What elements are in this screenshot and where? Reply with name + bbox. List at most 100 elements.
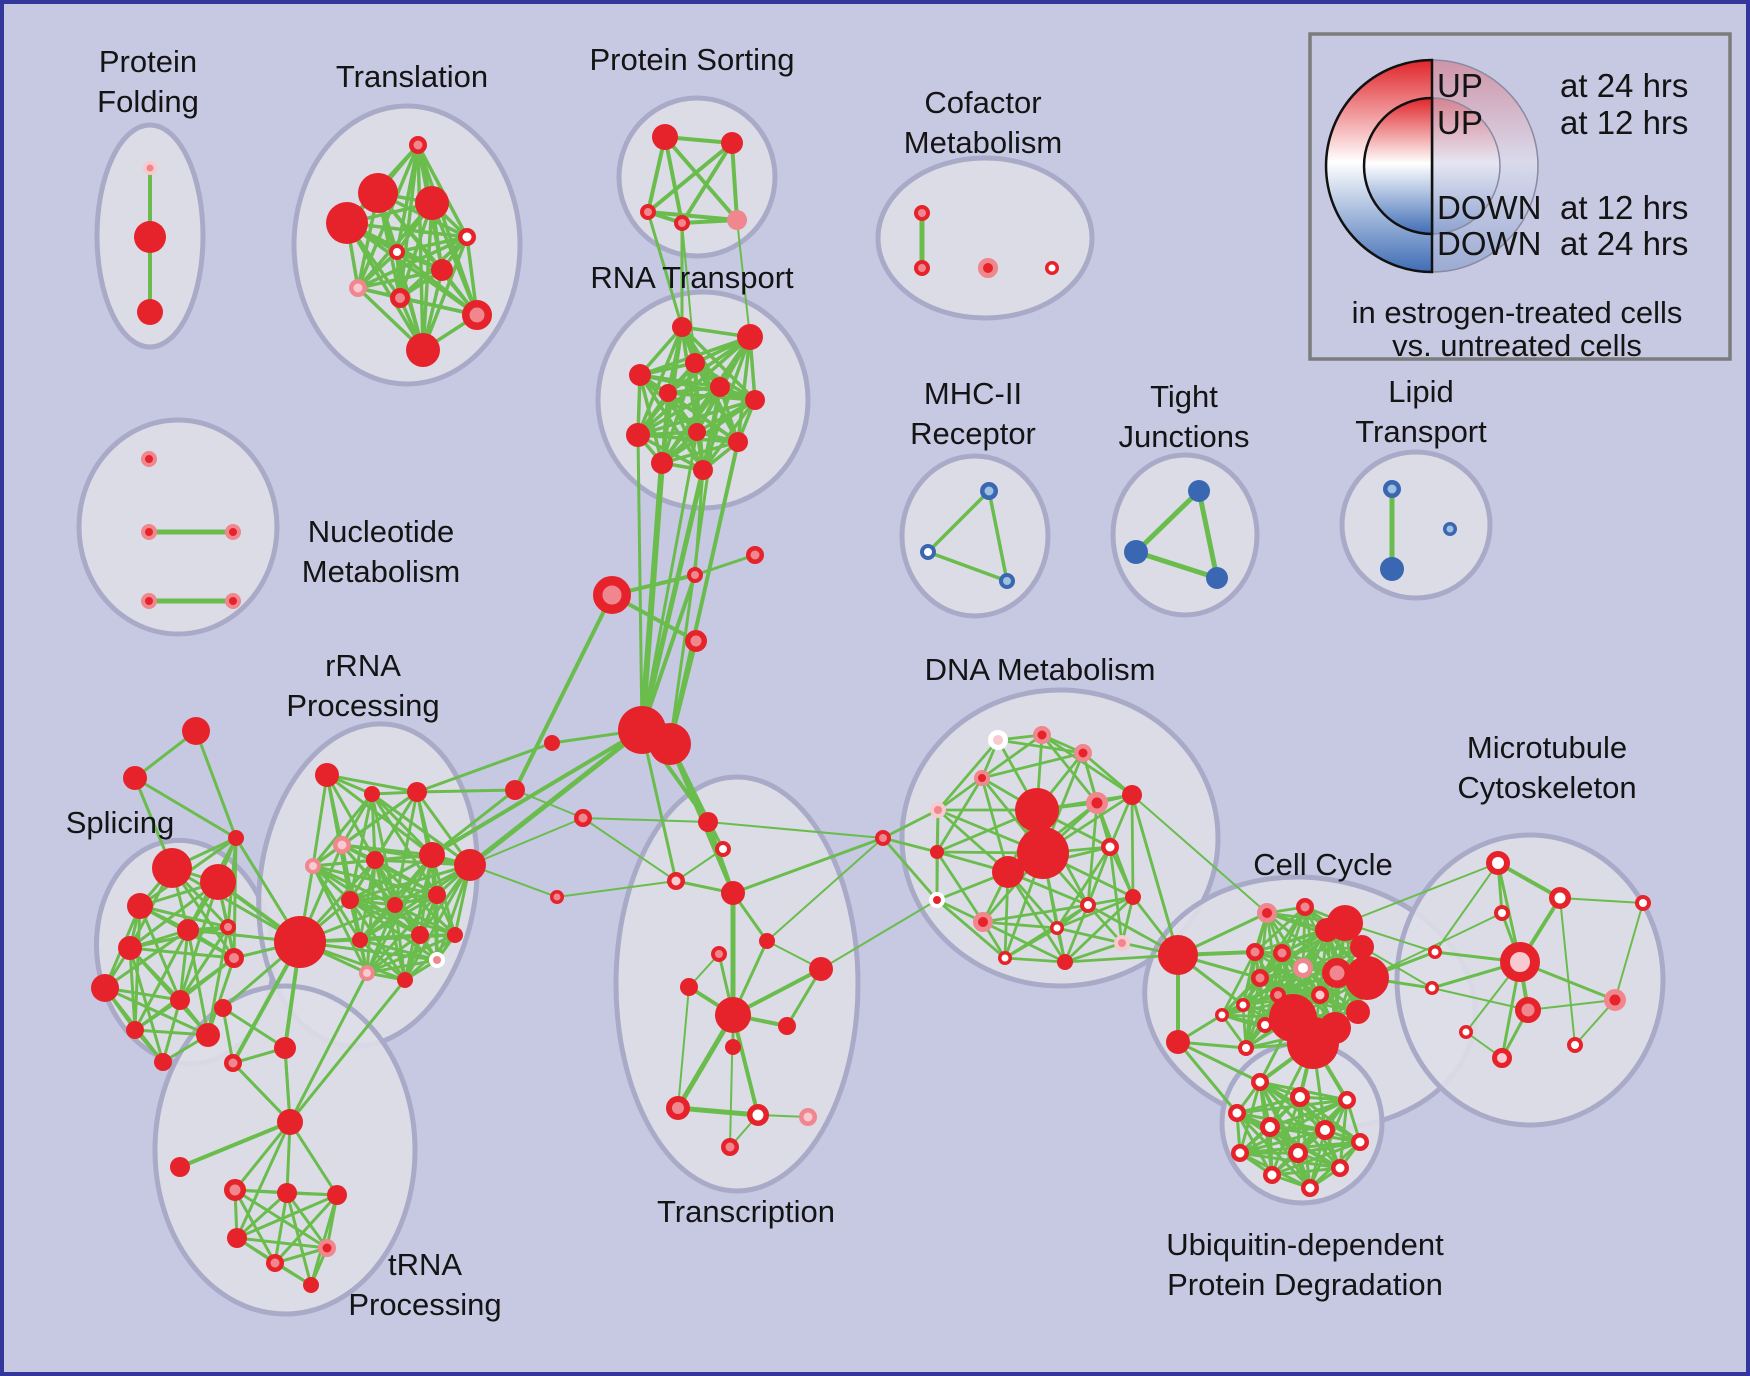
cluster-label-mh: Receptor bbox=[910, 416, 1036, 451]
mesh-edge bbox=[235, 1191, 289, 1240]
gene-node bbox=[1263, 1166, 1281, 1184]
mesh-edge bbox=[1055, 895, 1135, 930]
gene-node bbox=[305, 858, 321, 874]
mesh-edge bbox=[636, 385, 722, 437]
edge bbox=[1361, 946, 1433, 989]
gene-node bbox=[1327, 905, 1363, 941]
gene-node bbox=[1351, 1133, 1369, 1151]
gene-node bbox=[505, 780, 525, 800]
mesh-edge bbox=[365, 933, 422, 975]
gene-node bbox=[1260, 1117, 1280, 1137]
legend-caption: vs. untreated cells bbox=[1392, 328, 1642, 363]
gene-node bbox=[593, 576, 631, 614]
gene-node bbox=[462, 300, 492, 330]
gene-node bbox=[980, 482, 998, 500]
gene-node bbox=[1425, 981, 1439, 995]
gene-node bbox=[649, 723, 691, 765]
mesh-edge bbox=[1055, 845, 1112, 930]
edge bbox=[736, 219, 751, 338]
mesh-edge bbox=[1063, 941, 1124, 964]
gene-node bbox=[759, 933, 775, 949]
edge bbox=[677, 986, 690, 1109]
gene-node bbox=[390, 288, 410, 308]
mesh-edge bbox=[194, 729, 238, 840]
mesh-edge bbox=[881, 836, 939, 902]
mesh-edge bbox=[178, 880, 220, 1002]
mesh-edge bbox=[356, 143, 420, 290]
edge bbox=[1176, 1040, 1262, 1084]
gene-node bbox=[170, 1157, 190, 1177]
mesh-edge bbox=[128, 946, 236, 960]
gene-node bbox=[349, 279, 367, 297]
edge bbox=[1614, 902, 1644, 1001]
gene-node bbox=[1050, 921, 1064, 935]
mesh-edge bbox=[395, 235, 469, 254]
gene-node bbox=[688, 423, 706, 441]
legend-direction-label: DOWN bbox=[1437, 189, 1541, 226]
edge bbox=[681, 222, 696, 364]
mesh-edge bbox=[980, 776, 1010, 874]
gene-node bbox=[327, 1185, 347, 1205]
gene-node bbox=[1080, 897, 1096, 913]
gene-node bbox=[126, 1021, 144, 1039]
gene-node bbox=[672, 317, 692, 337]
edge bbox=[729, 1014, 734, 1148]
mesh-edge bbox=[348, 898, 457, 937]
mesh-edge bbox=[311, 792, 374, 868]
edge bbox=[430, 728, 644, 857]
mesh-edge bbox=[936, 776, 984, 812]
cluster-label-mt: Microtubule bbox=[1467, 730, 1627, 765]
gene-node bbox=[352, 932, 368, 948]
edge bbox=[1434, 862, 1499, 953]
mesh-edge bbox=[1253, 905, 1307, 954]
mesh-edge bbox=[736, 335, 752, 444]
gene-node bbox=[429, 952, 445, 968]
mesh-edge bbox=[178, 925, 230, 1002]
mesh-edge bbox=[663, 135, 739, 222]
legend-box bbox=[1308, 32, 1732, 361]
mesh-edge bbox=[1296, 1140, 1362, 1155]
mesh-edge bbox=[936, 738, 1000, 812]
edge bbox=[820, 899, 938, 970]
mesh-edge bbox=[1258, 976, 1322, 997]
mesh-edge bbox=[133, 776, 238, 840]
gene-node bbox=[1319, 1012, 1351, 1044]
edge bbox=[235, 1120, 292, 1240]
cluster-ellipse-tn bbox=[152, 983, 418, 1317]
gene-node bbox=[1215, 1008, 1229, 1022]
legend-circle-solid-half bbox=[1362, 96, 1434, 236]
gene-node bbox=[799, 1108, 817, 1126]
mesh-edge bbox=[393, 903, 457, 937]
gene-node bbox=[177, 919, 199, 941]
gene-node bbox=[170, 990, 190, 1010]
gene-node bbox=[1350, 935, 1374, 959]
gene-node bbox=[303, 1277, 319, 1293]
gene-node bbox=[1246, 943, 1264, 961]
mesh-edge bbox=[311, 864, 369, 975]
mesh-edge bbox=[273, 1246, 329, 1265]
gene-node bbox=[137, 299, 163, 325]
cluster-label-tn: Processing bbox=[348, 1287, 501, 1322]
mesh-edge bbox=[1235, 1098, 1349, 1115]
mesh-edge bbox=[1108, 845, 1135, 899]
gene-node bbox=[200, 864, 236, 900]
gene-node bbox=[152, 848, 192, 888]
gene-node bbox=[366, 851, 384, 869]
mesh-edge bbox=[935, 850, 985, 924]
mesh-edge bbox=[881, 808, 940, 840]
gene-node bbox=[746, 546, 764, 564]
gene-node bbox=[640, 204, 656, 220]
gene-node bbox=[809, 957, 833, 981]
gene-node bbox=[359, 965, 375, 981]
gene-node bbox=[227, 1228, 247, 1248]
mesh-edge bbox=[1086, 845, 1112, 907]
gene-node bbox=[721, 132, 743, 154]
gene-node bbox=[1166, 1030, 1190, 1054]
gene-node bbox=[1346, 1000, 1370, 1024]
gene-node bbox=[277, 1109, 303, 1135]
gene-node bbox=[407, 782, 427, 802]
gene-node bbox=[1345, 956, 1389, 1000]
gene-node bbox=[1017, 827, 1069, 879]
cluster-ellipse-lt bbox=[1339, 449, 1493, 601]
